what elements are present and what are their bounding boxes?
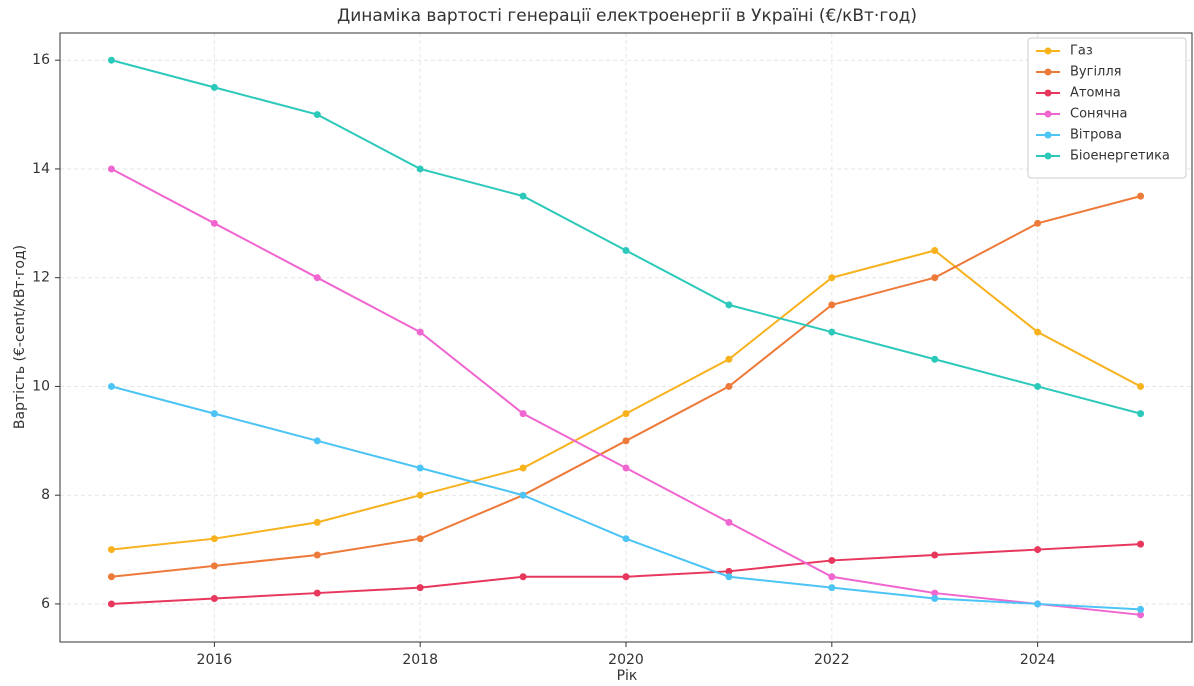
data-point [107, 382, 115, 390]
chart-title: Динаміка вартості генерації електроенерг… [337, 6, 917, 26]
data-point [210, 562, 218, 570]
y-tick-label: 16 [32, 52, 50, 68]
data-point [1137, 611, 1145, 619]
data-point [1137, 540, 1145, 548]
data-point [210, 410, 218, 418]
data-point [622, 410, 630, 418]
data-point [828, 556, 836, 564]
legend-marker [1044, 110, 1052, 118]
plot-frame [59, 32, 1193, 643]
data-point [1034, 600, 1042, 608]
data-point [931, 274, 939, 282]
data-point [931, 247, 939, 254]
data-point [416, 491, 424, 499]
legend-marker [1044, 47, 1052, 55]
x-tick-label: 2016 [197, 652, 233, 668]
legend-label: Біоенергетика [1070, 149, 1170, 164]
data-point [1137, 410, 1145, 418]
legend-box [1027, 37, 1187, 179]
data-point [1137, 192, 1145, 200]
data-point [725, 573, 733, 581]
legend-marker [1044, 131, 1052, 139]
data-point [107, 546, 115, 554]
data-point [416, 535, 424, 543]
data-point [1034, 219, 1042, 227]
data-point [1034, 328, 1042, 336]
data-point [828, 301, 836, 309]
data-point [725, 355, 733, 363]
data-point [416, 584, 424, 592]
data-point [416, 165, 424, 173]
data-point [210, 535, 218, 543]
legend-label: Вітрова [1070, 128, 1122, 143]
data-point [1137, 605, 1145, 613]
data-point [210, 83, 218, 91]
data-point [313, 437, 321, 445]
data-point [828, 274, 836, 282]
data-point [622, 437, 630, 445]
data-point [622, 535, 630, 543]
data-point [828, 584, 836, 592]
data-point [1034, 546, 1042, 554]
data-point [622, 464, 630, 472]
legend-marker [1044, 68, 1052, 76]
data-point [1034, 382, 1042, 390]
legend-label: Сонячна [1070, 107, 1128, 122]
data-point [931, 355, 939, 363]
legend-marker [1044, 152, 1052, 160]
y-tick-label: 14 [32, 161, 50, 177]
x-tick-label: 2020 [608, 652, 644, 668]
x-tick-label: 2018 [402, 652, 438, 668]
data-point [519, 192, 527, 200]
data-point [1137, 382, 1145, 390]
data-point [828, 328, 836, 336]
y-tick-label: 6 [41, 596, 50, 612]
data-point [313, 111, 321, 119]
data-point [519, 464, 527, 472]
legend-label: Атомна [1070, 86, 1121, 101]
data-point [622, 573, 630, 581]
data-point [725, 301, 733, 309]
data-point [416, 464, 424, 472]
y-tick-label: 8 [41, 487, 50, 503]
x-axis-label: Рік [617, 668, 638, 684]
data-point [210, 595, 218, 602]
data-point [313, 274, 321, 282]
x-tick-label: 2022 [814, 652, 850, 668]
data-point [931, 595, 939, 602]
data-point [725, 567, 733, 575]
y-axis-label: Вартість (€-cent/кВт·год) [12, 245, 28, 429]
legend-marker [1044, 89, 1052, 97]
data-point [931, 551, 939, 559]
data-point [622, 247, 630, 254]
data-point [828, 573, 836, 581]
data-point [107, 165, 115, 173]
data-point [210, 219, 218, 227]
data-point [107, 600, 115, 608]
data-point [931, 589, 939, 597]
data-point [313, 518, 321, 526]
y-tick-label: 10 [32, 378, 50, 394]
data-point [416, 328, 424, 336]
legend-label: Газ [1070, 44, 1093, 59]
data-point [519, 410, 527, 418]
data-point [313, 589, 321, 597]
data-point [519, 491, 527, 499]
data-point [107, 56, 115, 64]
y-tick-label: 12 [32, 270, 50, 286]
data-point [519, 573, 527, 581]
legend-label: Вугілля [1070, 65, 1122, 80]
data-point [107, 573, 115, 581]
data-point [725, 518, 733, 526]
x-tick-label: 2024 [1020, 652, 1056, 668]
data-point [313, 551, 321, 559]
data-point [725, 382, 733, 390]
